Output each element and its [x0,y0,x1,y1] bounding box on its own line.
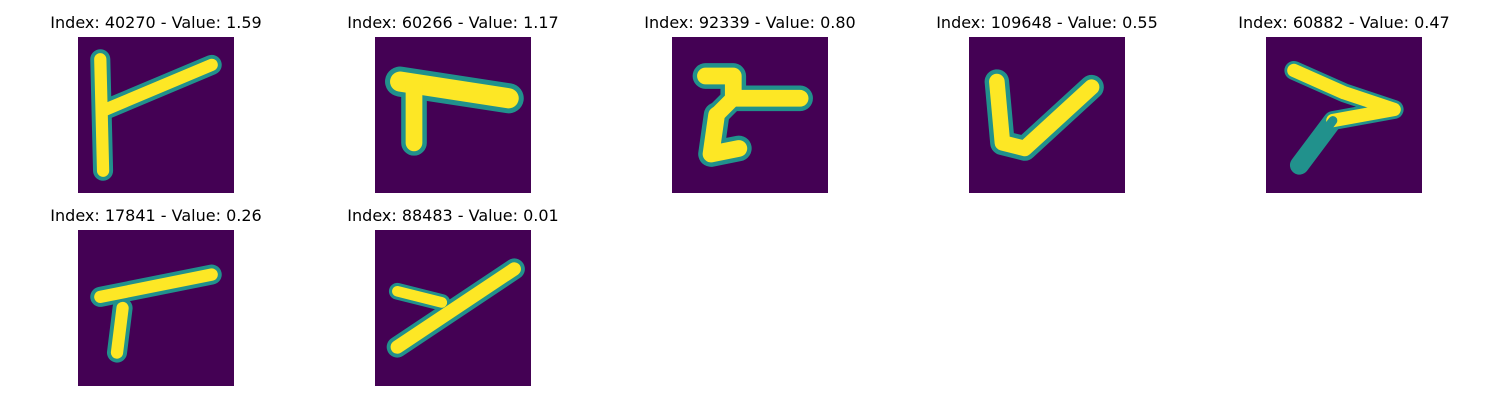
digit-image [78,230,234,386]
panel-7: Index: 88483 - Value: 0.01 [333,203,573,393]
panel-1: Index: 40270 - Value: 1.59 [36,10,276,200]
panel-3: Index: 92339 - Value: 0.80 [630,10,870,200]
panel-6: Index: 17841 - Value: 0.26 [36,203,276,393]
panel-4: Index: 109648 - Value: 0.55 [927,10,1167,200]
panel-title: Index: 40270 - Value: 1.59 [50,13,262,32]
digit-image [672,37,828,193]
panel-title: Index: 60882 - Value: 0.47 [1238,13,1450,32]
panel-title: Index: 88483 - Value: 0.01 [347,206,559,225]
panel-title: Index: 109648 - Value: 0.55 [936,13,1158,32]
panel-title: Index: 60266 - Value: 1.17 [347,13,559,32]
digit-image [375,37,531,193]
panel-5: Index: 60882 - Value: 0.47 [1224,10,1464,200]
digit-image [1266,37,1422,193]
digit-image [78,37,234,193]
panel-2: Index: 60266 - Value: 1.17 [333,10,573,200]
digit-image [375,230,531,386]
panel-title: Index: 92339 - Value: 0.80 [644,13,856,32]
digit-image [969,37,1125,193]
panel-title: Index: 17841 - Value: 0.26 [50,206,262,225]
